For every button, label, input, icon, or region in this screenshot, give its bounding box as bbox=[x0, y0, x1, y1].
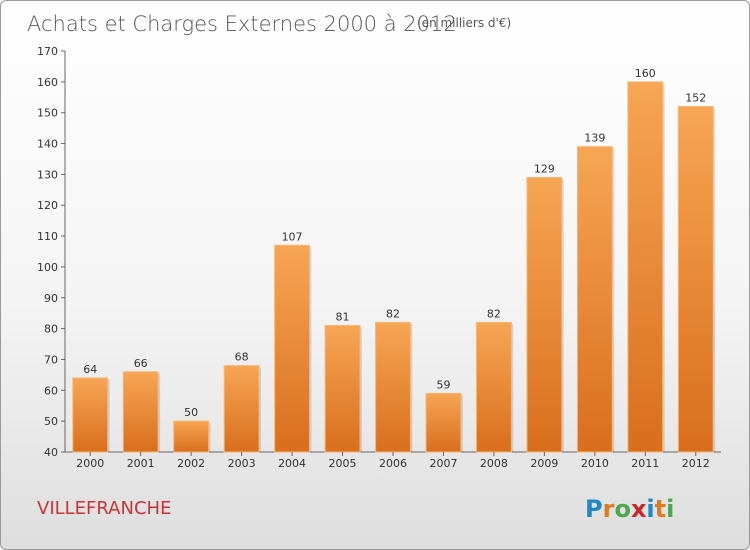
y-tick-label: 60 bbox=[44, 384, 58, 397]
x-tick-label: 2004 bbox=[278, 457, 306, 470]
bar bbox=[425, 392, 462, 453]
bar-value-label: 64 bbox=[83, 363, 97, 376]
bar bbox=[627, 81, 664, 453]
x-tick-label: 2007 bbox=[429, 457, 457, 470]
bars: 64 66 50 68 107 81 82 59 82 129 139 160 152 bbox=[72, 67, 716, 453]
y-tick-label: 80 bbox=[44, 323, 58, 336]
x-tick-label: 2009 bbox=[530, 457, 558, 470]
bar-value-label: 82 bbox=[386, 307, 400, 320]
chart-title: Achats et Charges Externes 2000 à 2012 bbox=[27, 12, 457, 36]
x-tick-label: 2006 bbox=[379, 457, 407, 470]
x-axis-ticks: 2000 2001 2002 2003 2004 2005 2006 2007 2008 2009… bbox=[76, 452, 710, 470]
y-tick-label: 110 bbox=[37, 230, 58, 243]
logo-letter: i bbox=[646, 495, 654, 523]
bar bbox=[173, 420, 210, 453]
x-tick-label: 2011 bbox=[631, 457, 659, 470]
y-tick-label: 150 bbox=[37, 107, 58, 120]
logo-letter: o bbox=[614, 495, 631, 523]
y-axis-ticks: 40 50 60 70 80 90 100 110 120 130 140 150 160 170 bbox=[37, 45, 65, 459]
logo-letter: i bbox=[666, 495, 674, 523]
town-name: VILLEFRANCHE bbox=[37, 498, 171, 519]
bar-value-label: 152 bbox=[685, 92, 706, 105]
y-tick-label: 170 bbox=[37, 45, 58, 58]
bar-value-label: 66 bbox=[134, 357, 148, 370]
bar-value-label: 129 bbox=[534, 162, 555, 175]
y-tick-label: 100 bbox=[37, 261, 58, 274]
bar bbox=[375, 321, 411, 453]
bar bbox=[122, 371, 159, 453]
y-tick-label: 90 bbox=[44, 292, 58, 305]
bar-value-label: 59 bbox=[436, 378, 450, 391]
bar bbox=[526, 176, 563, 453]
proxiti-logo: Proxiti bbox=[585, 495, 674, 523]
bar-value-label: 50 bbox=[184, 406, 198, 419]
bar-value-label: 81 bbox=[336, 311, 350, 324]
chart-subtitle: (en milliers d'€) bbox=[417, 16, 511, 30]
x-tick-label: 2000 bbox=[76, 457, 104, 470]
bar bbox=[223, 365, 260, 453]
x-tick-label: 2008 bbox=[480, 457, 508, 470]
x-tick-label: 2003 bbox=[228, 457, 256, 470]
y-tick-label: 130 bbox=[37, 168, 58, 181]
x-tick-label: 2002 bbox=[177, 457, 205, 470]
bar bbox=[576, 146, 613, 453]
y-tick-label: 120 bbox=[37, 199, 58, 212]
bar-value-label: 160 bbox=[635, 67, 656, 80]
bar-value-label: 139 bbox=[584, 132, 605, 145]
bar-value-label: 68 bbox=[235, 351, 249, 364]
logo-letter: r bbox=[603, 495, 615, 523]
y-tick-label: 140 bbox=[37, 138, 58, 151]
logo-letter: x bbox=[631, 495, 647, 523]
bar-value-label: 107 bbox=[282, 230, 303, 243]
x-tick-label: 2005 bbox=[329, 457, 357, 470]
bar bbox=[677, 106, 714, 453]
bar bbox=[274, 244, 310, 453]
y-tick-label: 160 bbox=[37, 76, 58, 89]
bar-value-label: 82 bbox=[487, 307, 501, 320]
bar bbox=[476, 321, 512, 453]
y-tick-label: 40 bbox=[44, 446, 58, 459]
logo-letter: P bbox=[585, 495, 603, 523]
logo-letter: t bbox=[655, 495, 666, 523]
x-tick-label: 2012 bbox=[682, 457, 710, 470]
bar bbox=[324, 325, 361, 453]
x-tick-label: 2001 bbox=[127, 457, 155, 470]
y-tick-label: 50 bbox=[44, 415, 58, 428]
y-tick-label: 70 bbox=[44, 353, 58, 366]
x-tick-label: 2010 bbox=[581, 457, 609, 470]
bar bbox=[72, 377, 109, 453]
